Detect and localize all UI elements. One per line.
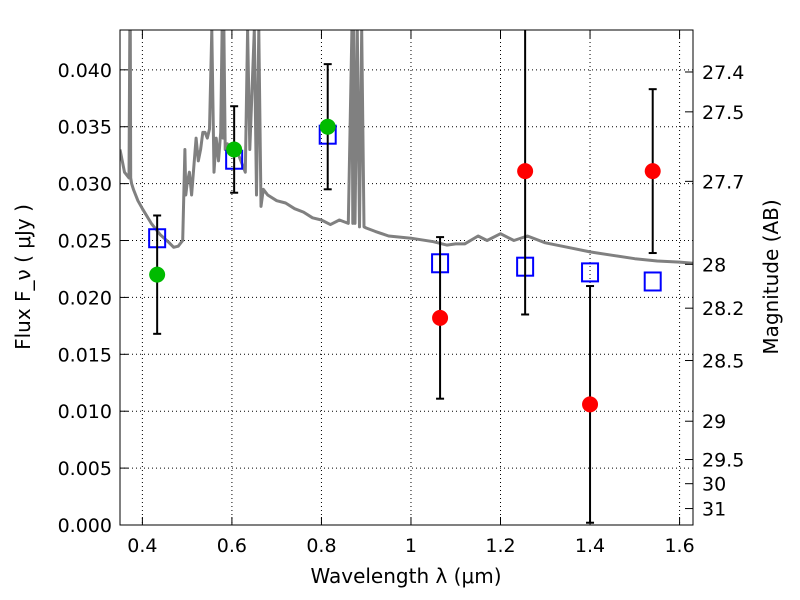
y-tick-label: 0.005 [58,458,112,480]
low-significance-point [644,163,661,180]
plot-frame [119,29,694,526]
mag-tick-label: 27.4 [702,62,744,84]
detection-point [149,266,166,283]
plot-area [120,30,693,524]
model-flux-square [581,262,600,283]
y-tick-label: 0.020 [58,287,112,309]
mag-tick-label: 29 [702,411,726,433]
model-flux-square [643,271,662,292]
y-tick-label: 0.030 [58,174,112,196]
low-significance-point [432,309,449,326]
mag-tick-label: 27.7 [702,171,744,193]
mag-tick-label: 27.5 [702,102,744,124]
mag-tick-label: 29.5 [702,450,744,472]
low-significance-point [517,163,534,180]
x-tick-label: 0.6 [217,535,247,557]
mag-tick-label: 28.2 [702,298,744,320]
y-tick-label: 0.040 [58,60,112,82]
x-axis-label: Wavelength λ (μm) [310,564,501,588]
y-tick-label: 0.015 [58,344,112,366]
mag-tick-label: 28.5 [702,351,744,373]
low-significance-point [582,396,599,413]
axis-ticks: 0.4 0.6 0.8 1 1.2 1.4 1.6 0.000 0.005 0.010 0.015 0… [58,30,744,557]
grid-lines [120,30,693,526]
x-tick-label: 1.2 [485,535,515,557]
mag-tick-label: 28 [702,254,726,276]
mag-tick-label: 31 [702,499,726,521]
y-tick-label: 0.000 [58,515,112,537]
y2-axis-label: Magnitude (AB) [759,199,783,354]
detection-point [226,141,243,158]
x-tick-label: 0.4 [127,535,157,557]
x-tick-label: 1 [405,535,417,557]
mag-tick-label: 30 [702,474,726,496]
model-spectrum-line [120,30,693,265]
x-tick-label: 1.6 [664,535,694,557]
y-tick-label: 0.025 [58,231,112,253]
y-tick-label: 0.035 [58,117,112,139]
y-axis-label: Flux F_ν ( μJy ) [11,204,35,350]
x-tick-label: 1.4 [575,535,605,557]
detection-point [319,118,336,135]
x-tick-label: 0.8 [306,535,336,557]
y-tick-label: 0.010 [58,401,112,423]
